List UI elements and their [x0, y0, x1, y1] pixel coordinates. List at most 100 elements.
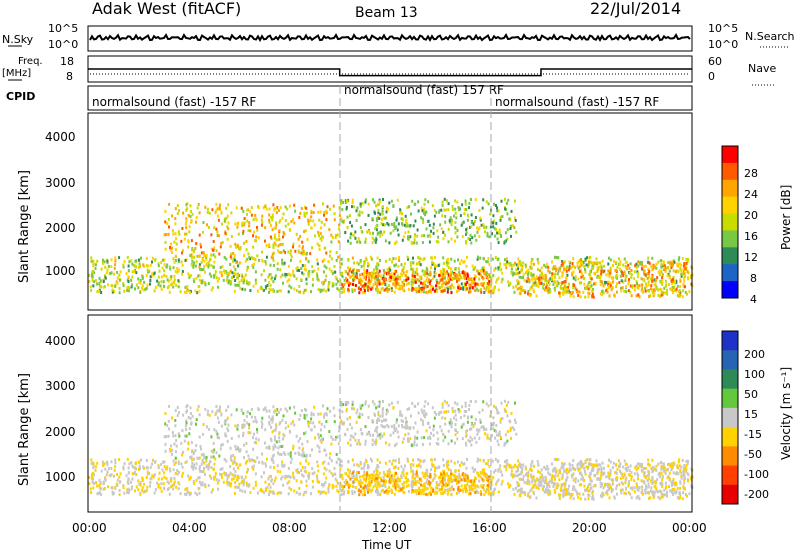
- power-cell: [468, 283, 471, 287]
- power-cell: [628, 271, 631, 275]
- velocity-cell: [431, 489, 434, 493]
- velocity-cell: [554, 471, 557, 474]
- velocity-cell: [213, 448, 216, 452]
- power-cell: [447, 266, 450, 269]
- power-cell: [338, 223, 341, 227]
- power-cell: [552, 283, 555, 286]
- power-cell: [411, 267, 414, 271]
- power-cell: [344, 231, 347, 235]
- power-cell: [103, 285, 106, 288]
- power-cell: [210, 274, 213, 278]
- velocity-cell: [211, 410, 214, 414]
- power-cell: [355, 218, 358, 222]
- power-cell: [330, 257, 333, 261]
- velocity-cell: [503, 464, 506, 468]
- velocity-cell: [289, 475, 292, 479]
- power-cell: [378, 202, 381, 206]
- velocity-cell: [616, 478, 618, 482]
- power-cell: [402, 265, 405, 269]
- power-cell: [373, 276, 376, 280]
- velocity-cell: [306, 440, 309, 443]
- velocity-cell: [303, 413, 306, 417]
- velocity-cell: [494, 436, 497, 440]
- power-cell: [135, 283, 138, 287]
- power-cell: [607, 269, 610, 273]
- power-cell: [551, 272, 554, 276]
- power-cell: [375, 238, 378, 242]
- power-cell: [456, 228, 459, 232]
- velocity-cell: [229, 465, 232, 468]
- velocity-cell: [189, 476, 192, 480]
- power-cell: [681, 257, 684, 260]
- velocity-cell: [463, 473, 466, 477]
- velocity-cell: [165, 435, 168, 438]
- velocity-cell: [415, 492, 418, 496]
- velocity-cell: [190, 441, 193, 445]
- velocity-cell: [474, 477, 477, 480]
- velocity-cell: [216, 481, 219, 485]
- power-cell: [619, 260, 622, 264]
- power-cell: [636, 282, 638, 286]
- velocity-cell: [216, 416, 219, 420]
- velocity-cell: [340, 488, 343, 492]
- power-cell: [522, 261, 525, 265]
- power-cell: [546, 283, 549, 287]
- power-cell: [361, 272, 364, 276]
- power-cell: [548, 282, 551, 286]
- velocity-cell: [217, 420, 220, 424]
- power-cell: [633, 288, 636, 292]
- power-cell: [591, 289, 594, 293]
- power-cell: [227, 221, 230, 225]
- power-cell: [181, 270, 184, 273]
- power-cell: [658, 273, 661, 277]
- power-cell: [520, 261, 523, 265]
- power-cell: [201, 281, 204, 285]
- velocity-cell: [394, 486, 397, 489]
- velocity-cell: [174, 461, 177, 464]
- power-cell: [643, 272, 646, 276]
- power-cell: [555, 284, 558, 288]
- power-cell: [515, 268, 518, 272]
- power-cell: [305, 206, 308, 210]
- power-cell: [348, 273, 351, 277]
- power-cell: [252, 245, 255, 249]
- velocity-cell: [91, 480, 94, 484]
- power-cell: [189, 215, 192, 219]
- power-cell: [493, 202, 495, 206]
- power-cell: [676, 284, 679, 288]
- velocity-cell: [161, 460, 164, 464]
- power-cell: [629, 284, 632, 288]
- power-cell: [525, 265, 527, 269]
- velocity-cell: [394, 488, 397, 492]
- power-cell: [593, 282, 596, 286]
- power-cell: [529, 265, 532, 269]
- power-cell: [383, 288, 386, 292]
- power-cell: [455, 216, 458, 220]
- velocity-cell: [141, 477, 144, 481]
- velocity-cell: [308, 471, 311, 475]
- velocity-cell: [352, 481, 355, 485]
- power-cell: [514, 199, 516, 203]
- power-cell: [661, 291, 664, 295]
- velocity-cell: [523, 491, 526, 495]
- velocity-cell: [181, 474, 183, 478]
- velocity-cell: [301, 466, 304, 469]
- power-cell: [600, 280, 603, 283]
- power-cell: [460, 276, 463, 280]
- velocity-cell: [248, 423, 251, 427]
- velocity-cell: [254, 460, 257, 464]
- power-cell: [676, 262, 679, 266]
- velocity-cell: [118, 493, 121, 497]
- power-cell: [390, 199, 393, 203]
- power-cell: [144, 287, 147, 291]
- power-cell: [475, 287, 478, 291]
- velocity-cell: [247, 454, 250, 458]
- power-cell: [445, 199, 448, 203]
- power-cell: [376, 232, 379, 236]
- power-cell: [554, 269, 557, 272]
- power-cell: [187, 240, 190, 244]
- power-cell: [298, 251, 301, 254]
- power-cell: [277, 208, 280, 212]
- power-cell: [323, 213, 325, 217]
- power-cell: [135, 271, 138, 275]
